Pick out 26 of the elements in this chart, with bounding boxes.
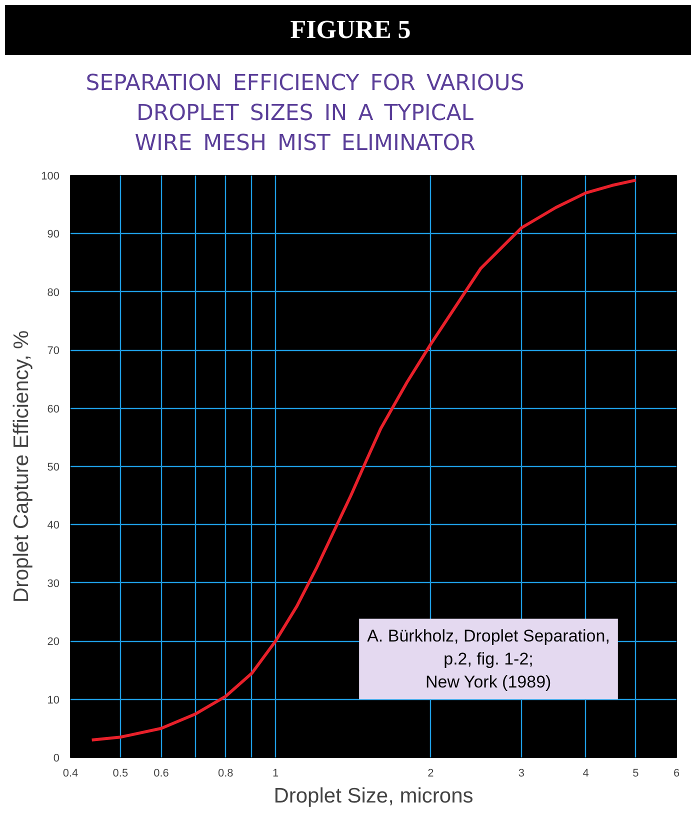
y-tick-label: 30 (47, 578, 60, 590)
x-tick-label: 2 (428, 768, 434, 780)
x-tick-label: 5 (632, 768, 639, 780)
x-axis-title: Droplet Size, microns (274, 784, 474, 808)
y-tick-label: 70 (47, 345, 60, 358)
y-tick-label: 50 (47, 462, 60, 474)
y-tick-label: 90 (47, 228, 60, 241)
y-tick-label: 80 (47, 286, 60, 299)
y-axis-title: Droplet Capture Efficiency, % (10, 330, 34, 603)
annotation: A. Bürkholz, Droplet Separation, p.2, fig. 1-2; New York (1989) (367, 626, 610, 692)
x-tick-label: 0.6 (154, 768, 169, 780)
y-tick-label: 10 (47, 694, 60, 706)
y-tick-label: 20 (47, 636, 60, 648)
x-tick-label: 0.5 (112, 768, 128, 780)
y-tick-label: 40 (47, 520, 60, 532)
x-tick-label: 0.8 (218, 768, 234, 780)
x-tick-label: 4 (582, 768, 589, 780)
chart-subtitle: SEPARATION EFFICIENCY FOR VARIOUS DROPLET SIZES IN A TYPICAL WIRE MESH MIST ELIMINATOR (86, 70, 524, 158)
y-tick-label: 100 (41, 170, 60, 182)
x-tick-label: 0.4 (62, 768, 78, 780)
y-tick-label: 60 (47, 403, 60, 416)
x-tick-label: 3 (518, 768, 524, 780)
x-tick-label: 1 (272, 768, 279, 780)
x-tick-label: 6 (673, 768, 680, 780)
y-tick-label: 0 (53, 752, 60, 764)
chart-title: FIGURE 5 (290, 14, 411, 46)
